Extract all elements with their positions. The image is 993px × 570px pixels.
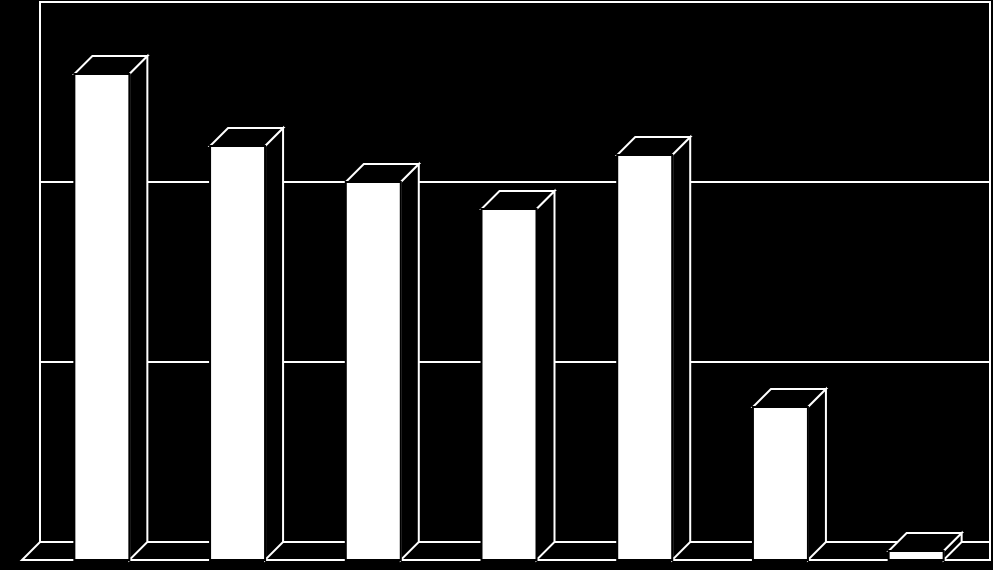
bar-chart-3d (0, 0, 993, 570)
